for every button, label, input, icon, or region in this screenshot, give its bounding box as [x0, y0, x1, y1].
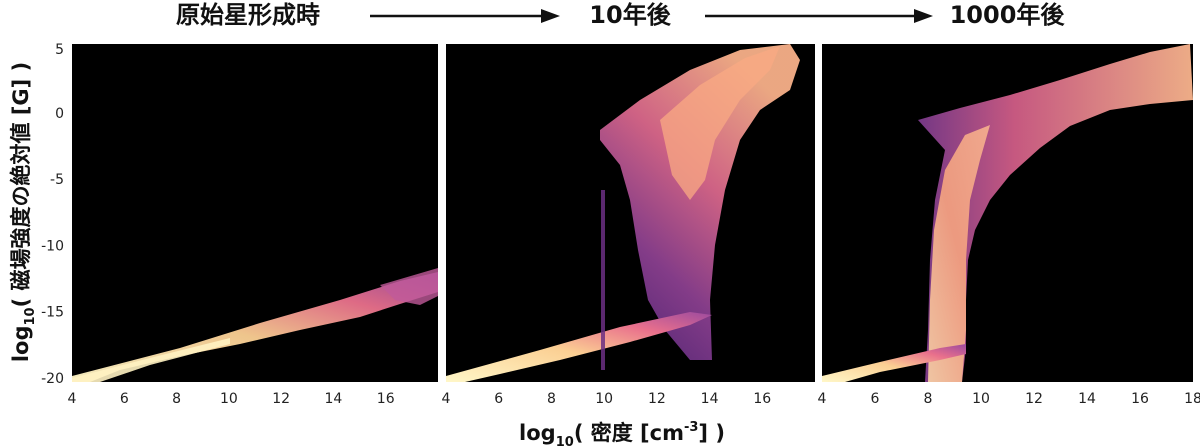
x-tick-label: 10: [220, 391, 238, 407]
x-tick-label: 12: [648, 391, 666, 407]
y-tick-label: -15: [41, 305, 64, 321]
x-tick-label: 8: [547, 391, 556, 407]
x-tick-label: 16: [753, 391, 771, 407]
y-axis-label: log10( 磁場強度の絶対値 [G] ): [9, 62, 38, 362]
x-tick-label: 6: [494, 391, 503, 407]
density-field-spike: [601, 190, 605, 370]
density-field-track: [822, 344, 966, 382]
x-tick-label: 4: [442, 391, 451, 407]
y-tick-label: 0: [55, 106, 64, 122]
x-tick-label: 4: [68, 391, 77, 407]
x-tick-label: 16: [377, 391, 395, 407]
density-field-bright-band: [660, 46, 780, 200]
stage-label-10-years: 10年後: [589, 1, 671, 29]
x-tick-label: 6: [120, 391, 129, 407]
x-tick-label: 4: [818, 391, 827, 407]
density-field-envelope: [600, 44, 800, 360]
x-tick-label: 16: [1131, 391, 1149, 407]
y-tick-label: -10: [41, 238, 64, 254]
x-tick-label: 8: [172, 391, 181, 407]
x-tick-label: 14: [701, 391, 719, 407]
arrow-1: [370, 9, 560, 23]
density-field-tip: [380, 268, 438, 305]
x-tick-label: 12: [1025, 391, 1043, 407]
x-tick-label: 10: [595, 391, 613, 407]
x-tick-label: 14: [1078, 391, 1096, 407]
x-axis-label: log10( 密度 [cm-3] ): [519, 420, 725, 448]
density-field-region: [72, 272, 438, 382]
stage-label-protostar-formation: 原始星形成時: [176, 1, 320, 29]
density-field-track: [446, 312, 712, 382]
x-tick-label: 18: [1184, 391, 1200, 407]
axis-ticks: 50-5-10-15-204 6 8 10 12 14 16 4 6 8 10 12 14 16 4 6 8 10…: [41, 42, 1200, 407]
density-field-core: [928, 125, 990, 382]
x-tick-label: 10: [972, 391, 990, 407]
x-tick-label: 8: [924, 391, 933, 407]
panel-protostar-formation: [72, 44, 438, 382]
arrow-2: [705, 9, 933, 23]
y-tick-label: -20: [41, 371, 64, 387]
density-field-bright-core: [72, 338, 230, 382]
panel-1000-years: [822, 44, 1193, 382]
x-tick-label: 14: [325, 391, 343, 407]
y-tick-label: 5: [55, 42, 64, 58]
panel-10-years: [446, 44, 815, 382]
x-tick-label: 6: [871, 391, 880, 407]
x-tick-label: 12: [272, 391, 290, 407]
y-tick-label: -5: [50, 172, 64, 188]
stage-label-1000-years: 1000年後: [950, 1, 1066, 29]
